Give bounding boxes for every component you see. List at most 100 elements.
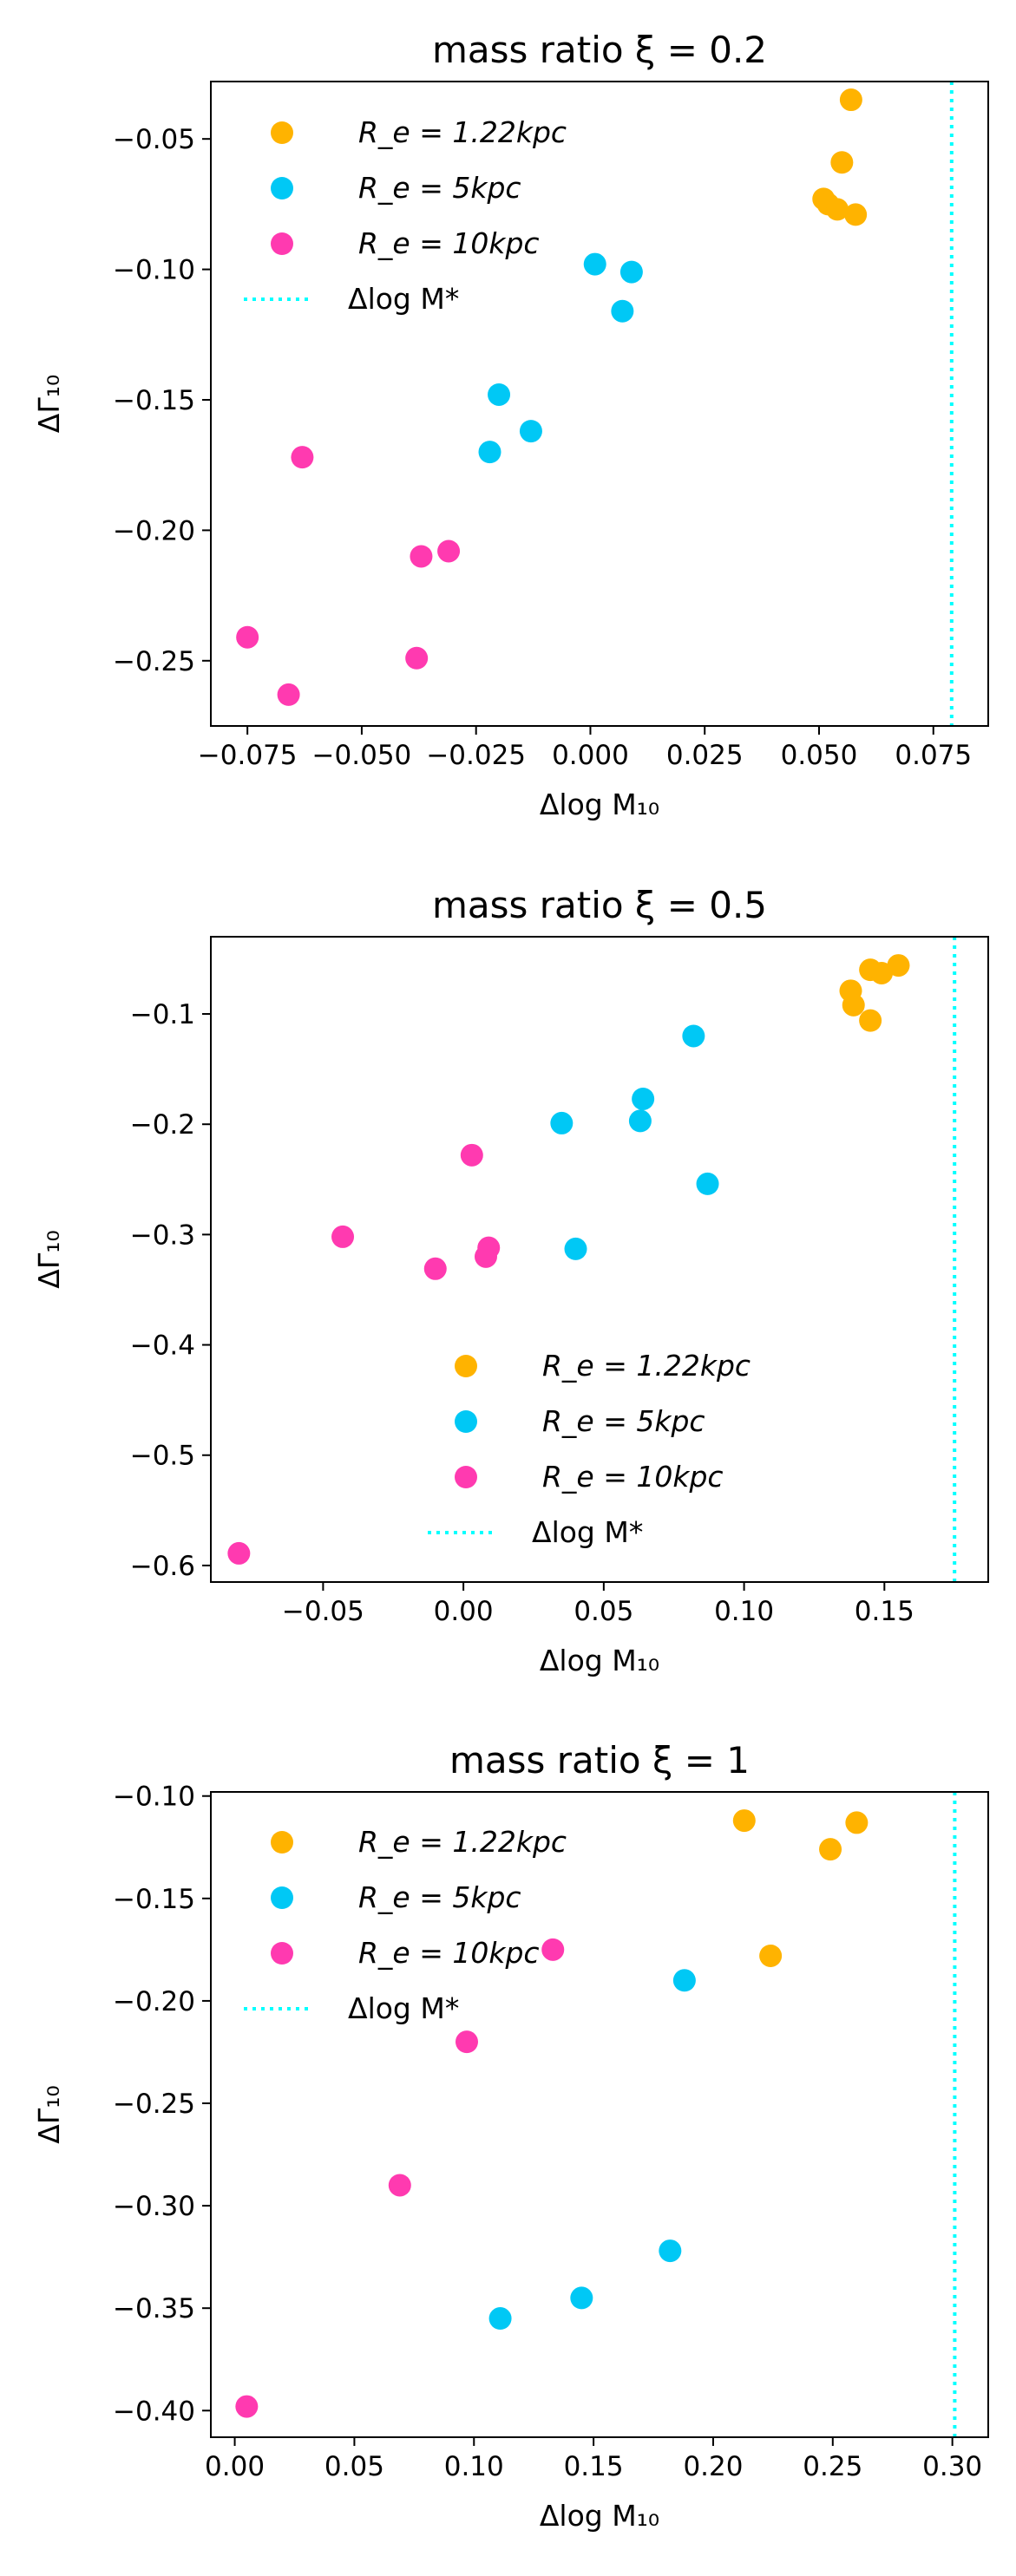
y-tick-label: −0.15 xyxy=(113,385,195,416)
point-series-1-3 xyxy=(870,961,894,984)
chart-title: mass ratio ξ = 0.2 xyxy=(432,29,767,71)
point-series-3-2 xyxy=(455,2030,478,2054)
chart-title: mass ratio ξ = 0.5 xyxy=(432,884,767,926)
legend: R_e = 1.22kpc R_e = 5kpc R_e = 10kpc Δlog M… xyxy=(244,115,567,316)
point-series-2-3 xyxy=(550,1111,574,1134)
y-axis-label: ΔΓ₁₀ xyxy=(32,2085,66,2143)
point-series-2-6 xyxy=(478,441,501,464)
point-series-1-3 xyxy=(819,1838,842,1861)
axes-frame xyxy=(210,936,989,1583)
point-series-3-2 xyxy=(331,1225,355,1248)
point-series-3-2 xyxy=(437,539,461,563)
legend: R_e = 1.22kpc R_e = 5kpc R_e = 10kpc Δlog M… xyxy=(428,1349,751,1549)
point-series-3-4 xyxy=(474,1245,497,1268)
y-tick-label: −0.10 xyxy=(113,1782,195,1813)
point-series-2-6 xyxy=(564,1237,587,1260)
point-series-1-6 xyxy=(844,203,868,226)
legend-marker xyxy=(271,121,293,144)
legend: R_e = 1.22kpc R_e = 5kpc R_e = 10kpc Δlog M… xyxy=(244,1825,567,2025)
point-series-3-5 xyxy=(405,646,429,670)
x-tick-label: −0.075 xyxy=(198,740,298,771)
point-series-1-1 xyxy=(732,1809,756,1833)
y-tick-label: −0.1 xyxy=(130,999,195,1030)
x-tick-label: 0.10 xyxy=(714,1596,774,1627)
point-series-1-5 xyxy=(842,993,865,1017)
point-series-2-4 xyxy=(488,382,511,406)
y-tick-label: −0.30 xyxy=(113,2191,195,2222)
point-series-1-4 xyxy=(759,1944,783,1967)
axes-frame xyxy=(210,81,989,727)
y-axis-label: ΔΓ₁₀ xyxy=(32,375,66,433)
legend-label: R_e = 1.22kpc xyxy=(542,1349,751,1383)
y-tick-label: −0.35 xyxy=(113,2293,195,2324)
x-tick-label: 0.05 xyxy=(324,2451,384,2482)
axes-frame xyxy=(210,1791,989,2438)
x-tick-label: 0.15 xyxy=(855,1596,914,1627)
x-tick-label: 0.05 xyxy=(574,1596,633,1627)
legend-marker xyxy=(271,1886,293,1909)
x-tick-label: 0.15 xyxy=(564,2451,624,2482)
y-axis-label: ΔΓ₁₀ xyxy=(32,1230,66,1288)
x-tick-label: 0.30 xyxy=(922,2451,982,2482)
point-series-3-3 xyxy=(388,2174,411,2197)
x-tick-label: −0.05 xyxy=(282,1596,364,1627)
x-axis-label: Δlog M₁₀ xyxy=(540,1644,659,1677)
point-series-3-6 xyxy=(227,1541,251,1565)
x-tick-label: 0.10 xyxy=(444,2451,504,2482)
point-series-3-1 xyxy=(541,1938,565,1961)
legend-marker xyxy=(271,232,293,255)
x-tick-label: 0.075 xyxy=(895,740,972,771)
chart-panel-2: mass ratio ξ = 0.5 −0.05 0.00 0.05 0.10 0.15 −… xyxy=(32,884,989,1677)
point-series-3-1 xyxy=(291,446,314,469)
legend-label: R_e = 1.22kpc xyxy=(358,115,567,149)
point-series-3-3 xyxy=(410,545,433,568)
point-series-3-4 xyxy=(235,2395,259,2418)
x-tick-label: 0.20 xyxy=(683,2451,743,2482)
x-tick-label: 0.25 xyxy=(803,2451,862,2482)
point-series-2-1 xyxy=(583,252,606,276)
x-tick-label: −0.050 xyxy=(312,740,412,771)
point-series-1-2 xyxy=(845,1811,869,1834)
y-tick-label: −0.05 xyxy=(113,124,195,155)
point-series-1-2 xyxy=(830,151,854,174)
point-series-3-1 xyxy=(460,1143,483,1167)
legend-marker xyxy=(271,1831,293,1854)
legend-marker xyxy=(455,1466,477,1488)
legend-marker xyxy=(455,1355,477,1377)
x-tick-label: 0.00 xyxy=(434,1596,494,1627)
point-series-3-4 xyxy=(236,625,259,649)
y-tick-label: −0.25 xyxy=(113,646,195,677)
point-series-2-1 xyxy=(682,1024,705,1048)
point-series-2-4 xyxy=(488,2307,512,2331)
legend-label: R_e = 10kpc xyxy=(358,1936,540,1970)
y-tick-label: −0.20 xyxy=(113,515,195,546)
point-series-2-2 xyxy=(619,260,643,284)
x-tick-label: −0.025 xyxy=(426,740,526,771)
x-tick-label: 0.050 xyxy=(781,740,858,771)
y-tick-label: −0.40 xyxy=(113,2396,195,2427)
point-series-2-3 xyxy=(611,299,634,323)
y-tick-label: −0.3 xyxy=(130,1219,195,1251)
legend-label: R_e = 5kpc xyxy=(358,171,521,205)
y-tick-label: −0.15 xyxy=(113,1884,195,1915)
point-series-1-1 xyxy=(887,954,910,977)
point-series-1-6 xyxy=(859,1009,882,1032)
x-axis-label: Δlog M₁₀ xyxy=(540,788,659,821)
legend-label: Δlog M* xyxy=(348,282,459,316)
legend-label: Δlog M* xyxy=(532,1515,643,1549)
point-series-2-4 xyxy=(628,1109,652,1133)
point-series-2-5 xyxy=(519,420,542,443)
point-series-2-3 xyxy=(570,2286,593,2310)
y-tick-label: −0.10 xyxy=(113,255,195,286)
legend-label: R_e = 1.22kpc xyxy=(358,1825,567,1859)
y-tick-label: −0.25 xyxy=(113,2089,195,2120)
x-tick-label: 0.000 xyxy=(552,740,629,771)
chart-title: mass ratio ξ = 1 xyxy=(449,1739,750,1782)
x-tick-label: 0.00 xyxy=(205,2451,265,2482)
point-series-3-6 xyxy=(277,683,300,706)
y-tick-label: −0.20 xyxy=(113,1986,195,2017)
point-series-2-1 xyxy=(672,1969,696,1992)
x-tick-label: 0.025 xyxy=(666,740,744,771)
chart-panel-3: mass ratio ξ = 1 0.00 0.05 0.10 0.15 0.20 0.25… xyxy=(32,1739,989,2533)
